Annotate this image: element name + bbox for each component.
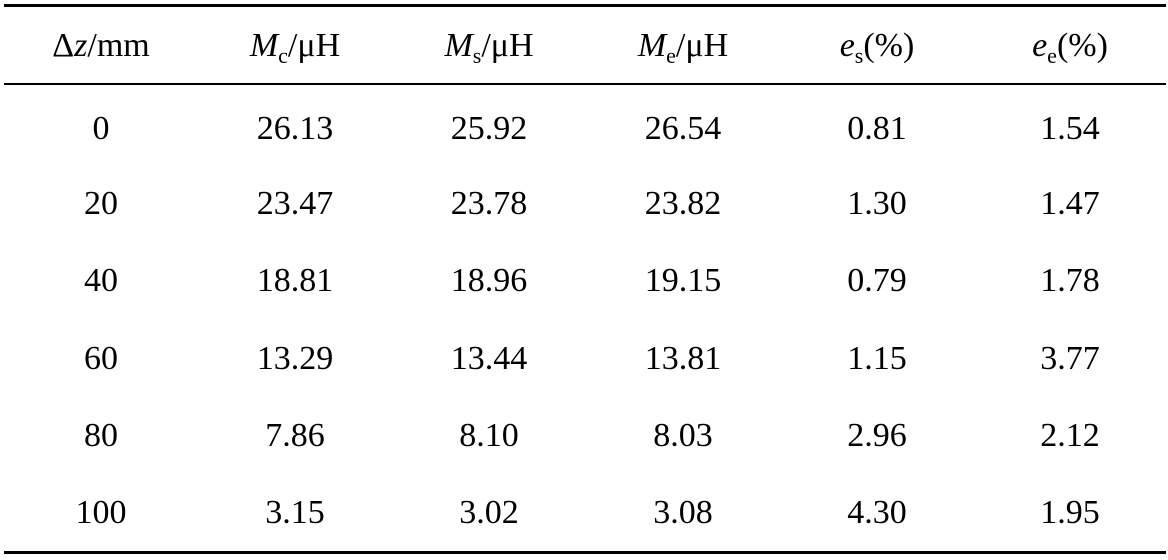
table-cell: 4.30	[847, 494, 907, 532]
header-unit: (%)	[1056, 27, 1108, 64]
table-row: 40 18.81 18.96 19.15 0.79 1.78	[4, 243, 1166, 320]
header-prefix: Δ	[52, 27, 75, 64]
table-top-rule	[4, 4, 1166, 7]
table-cell: 13.29	[256, 339, 334, 377]
header-unit: /μH	[287, 27, 341, 64]
table-bottom-rule	[4, 551, 1166, 554]
header-symbol: e	[839, 27, 855, 64]
table-cell: 3.15	[265, 494, 325, 532]
table-cell: 23.82	[644, 184, 722, 222]
table-row: 0 26.13 25.92 26.54 0.81 1.54	[4, 88, 1166, 165]
table-cell: 1.78	[1040, 262, 1100, 300]
table-cell: 3.08	[653, 494, 713, 532]
header-subscript: e	[666, 43, 676, 68]
table-cell: 23.78	[450, 184, 528, 222]
table-cell: 18.96	[450, 262, 528, 300]
header-unit: /mm	[87, 27, 150, 64]
table-row: 60 13.29 13.44 13.81 1.15 3.77	[4, 320, 1166, 397]
table-cell: 80	[84, 416, 118, 454]
table-cell: 20	[84, 184, 118, 222]
table-row: 20 23.47 23.78 23.82 1.30 1.47	[4, 165, 1166, 242]
table-cell: 26.13	[256, 109, 334, 147]
column-header-ms: Ms/μH	[392, 0, 586, 88]
header-symbol: M	[637, 27, 667, 64]
table-cell: 8.03	[653, 416, 713, 454]
table-header-rule	[4, 83, 1166, 85]
header-symbol: z	[74, 27, 88, 64]
header-unit: /μH	[675, 27, 729, 64]
table-cell: 13.44	[450, 339, 528, 377]
table-cell: 8.10	[459, 416, 519, 454]
table-cell: 7.86	[265, 416, 325, 454]
table-cell: 1.15	[847, 339, 907, 377]
table-header-row: Δz/mm Mc/μH Ms/μH Me/μH es(%) ee(%)	[4, 0, 1166, 88]
column-header-ee: ee(%)	[974, 0, 1166, 88]
header-symbol: e	[1032, 27, 1048, 64]
table-cell: 100	[75, 494, 127, 532]
table-cell: 0.79	[847, 262, 907, 300]
header-unit: (%)	[863, 27, 915, 64]
table-cell: 25.92	[450, 109, 528, 147]
table-row: 100 3.15 3.02 3.08 4.30 1.95	[4, 474, 1166, 551]
table-cell: 0.81	[847, 109, 907, 147]
column-header-mc: Mc/μH	[198, 0, 392, 88]
header-subscript: e	[1047, 43, 1057, 68]
table-cell: 2.96	[847, 416, 907, 454]
column-header-delta-z: Δz/mm	[4, 0, 198, 88]
table-cell: 60	[84, 339, 118, 377]
table-cell: 23.47	[256, 184, 334, 222]
table-cell: 18.81	[256, 262, 334, 300]
table-cell: 3.02	[459, 494, 519, 532]
table-cell: 1.95	[1040, 494, 1100, 532]
table-row: 80 7.86 8.10 8.03 2.96 2.12	[4, 397, 1166, 474]
column-header-me: Me/μH	[586, 0, 780, 88]
measurement-table: Δz/mm Mc/μH Ms/μH Me/μH es(%) ee(%) 0 26…	[4, 0, 1166, 552]
header-symbol: M	[249, 27, 279, 64]
table-cell: 0	[92, 109, 110, 147]
table-cell: 1.54	[1040, 109, 1100, 147]
header-subscript: c	[278, 43, 288, 68]
table-cell: 2.12	[1040, 416, 1100, 454]
table-cell: 13.81	[644, 339, 722, 377]
header-subscript: s	[854, 43, 864, 68]
table-cell: 40	[84, 262, 118, 300]
header-symbol: M	[444, 27, 473, 64]
column-header-es: es(%)	[780, 0, 974, 88]
table-cell: 1.30	[847, 184, 907, 222]
table-cell: 19.15	[644, 262, 722, 300]
table-cell: 1.47	[1040, 184, 1100, 222]
table-cell: 26.54	[644, 109, 722, 147]
header-unit: /μH	[481, 27, 534, 64]
table-cell: 3.77	[1040, 339, 1100, 377]
header-subscript: s	[472, 43, 482, 68]
